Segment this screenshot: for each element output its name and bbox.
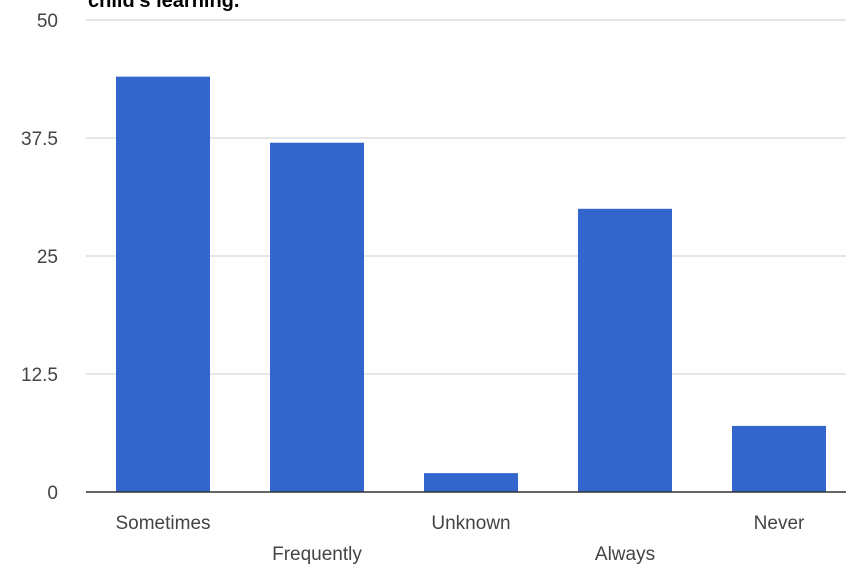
chart-title: child's learning.: [88, 0, 240, 12]
y-tick-label: 37.5: [21, 129, 58, 150]
y-tick-label: 25: [37, 247, 58, 268]
y-tick-label: 0: [47, 483, 58, 504]
bar-never: [732, 425, 826, 492]
x-tick-label: Always: [595, 544, 655, 565]
x-tick-label: Never: [754, 513, 805, 534]
bar-always: [578, 208, 672, 493]
x-tick-label: Unknown: [431, 513, 510, 534]
bar-frequently: [270, 142, 364, 492]
x-tick-label: Frequently: [272, 544, 362, 565]
y-tick-label: 12.5: [21, 365, 58, 386]
x-tick-label: Sometimes: [115, 513, 210, 534]
bar-sometimes: [116, 76, 210, 492]
y-tick-label: 50: [37, 11, 58, 32]
bar-unknown: [424, 473, 518, 492]
